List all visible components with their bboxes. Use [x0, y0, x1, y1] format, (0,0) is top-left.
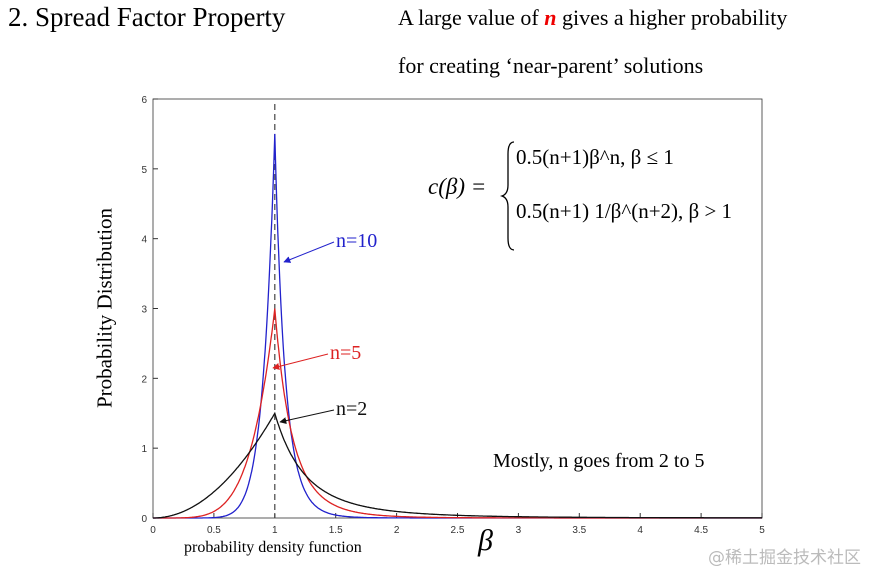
- x-tick-label: 2.5: [451, 525, 465, 536]
- subtitle-n: n: [544, 5, 557, 30]
- series-label: n=5: [330, 342, 361, 364]
- annotation-arrow: [279, 409, 335, 425]
- formula-case2: 0.5(n+1) 1/β^(n+2), β > 1: [516, 199, 733, 223]
- y-tick-label: 0: [141, 514, 147, 525]
- x-tick-label: 0: [150, 525, 156, 536]
- caption: probability density function: [184, 539, 362, 556]
- x-tick-label: 4: [637, 525, 643, 536]
- x-tick-label: 1: [272, 525, 278, 536]
- x-tick-label: 3.5: [572, 525, 586, 536]
- x-tick-label: 2: [394, 525, 400, 536]
- y-tick-label: 2: [141, 374, 147, 385]
- x-tick-label: 1.5: [329, 525, 343, 536]
- slide-title: 2. Spread Factor Property: [8, 2, 286, 32]
- subtitle-pre: A large value of: [398, 5, 545, 30]
- annotation-arrow: [272, 353, 329, 370]
- note: Mostly, n goes from 2 to 5: [493, 450, 705, 472]
- y-tick-label: 6: [141, 95, 147, 106]
- annotation-arrow: [283, 241, 335, 263]
- formula-lhs: c(β) =: [428, 174, 487, 199]
- y-tick-label: 3: [141, 305, 147, 316]
- formula-brace: [500, 141, 515, 251]
- subtitle-line1: A large value of n gives a higher probab…: [398, 5, 787, 31]
- series-label: n=10: [336, 230, 377, 252]
- series-line-n=5: [153, 308, 762, 519]
- y-axis-label: Probability Distribution: [92, 207, 117, 409]
- x-axis-label: β: [478, 524, 493, 557]
- subtitle-line2: for creating ‘near-parent’ solutions: [398, 53, 704, 78]
- series-line-n=2: [153, 411, 762, 519]
- x-tick-label: 5: [759, 525, 765, 536]
- y-tick-label: 1: [141, 444, 147, 455]
- y-tick-label: 4: [141, 235, 147, 246]
- x-tick-label: 4.5: [694, 525, 708, 536]
- x-tick-label: 0.5: [207, 525, 221, 536]
- subtitle-post: gives a higher probability: [556, 5, 788, 30]
- x-tick-label: 3: [516, 525, 522, 536]
- watermark: @稀土掘金技术社区: [708, 548, 861, 568]
- series-label: n=2: [336, 398, 367, 420]
- y-tick-label: 5: [141, 165, 147, 176]
- formula-case1: 0.5(n+1)β^n, β ≤ 1: [516, 145, 674, 169]
